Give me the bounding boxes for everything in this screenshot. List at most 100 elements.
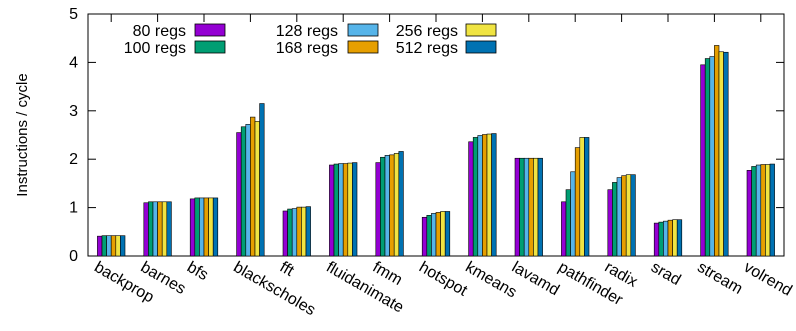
bar-fmm-256-regs	[393, 153, 400, 257]
bar-barnes-128-regs	[152, 201, 158, 257]
legend-label-100-regs: 100 regs	[124, 40, 186, 57]
bar-srad-128-regs	[663, 220, 669, 257]
bar-fmm-168-regs	[389, 154, 395, 257]
bar-hotspot-100-regs	[426, 215, 432, 257]
bar-kmeans-256-regs	[486, 133, 492, 257]
bar-fluidanimate-168-regs	[342, 163, 349, 257]
bar-bfs-168-regs	[203, 197, 209, 257]
bar-volrend-80-regs	[746, 170, 752, 257]
bar-fluidanimate-128-regs	[338, 163, 344, 257]
legend-swatch-256-regs	[465, 23, 497, 37]
legend-swatch-80-regs	[194, 23, 226, 37]
bar-hotspot-168-regs	[435, 212, 441, 257]
bar-kmeans-168-regs	[482, 134, 488, 257]
bar-lavamd-80-regs	[514, 157, 520, 257]
bar-lavamd-100-regs	[519, 157, 525, 257]
bar-backprop-100-regs	[101, 235, 107, 257]
x-tick-label-bfs: bfs	[184, 259, 211, 284]
y-tick-label: 3	[69, 103, 78, 120]
bar-bfs-100-regs	[194, 197, 200, 257]
bar-fluidanimate-256-regs	[347, 162, 353, 257]
bar-fft-100-regs	[287, 208, 293, 257]
bar-backprop-168-regs	[110, 235, 117, 257]
bar-backprop-128-regs	[106, 235, 112, 257]
bar-backprop-512-regs	[120, 235, 126, 257]
bar-radix-512-regs	[630, 174, 636, 257]
bar-volrend-100-regs	[751, 166, 757, 257]
bar-blackscholes-128-regs	[245, 124, 251, 257]
bar-fft-80-regs	[282, 210, 288, 257]
bar-blackscholes-100-regs	[240, 126, 247, 257]
bar-kmeans-80-regs	[468, 141, 474, 257]
bar-stream-168-regs	[714, 45, 720, 257]
bar-srad-80-regs	[653, 222, 660, 257]
bar-fft-256-regs	[301, 206, 307, 257]
bar-barnes-168-regs	[157, 201, 163, 257]
bar-pathfinder-168-regs	[574, 147, 581, 257]
bar-volrend-168-regs	[760, 164, 766, 257]
legend-label-168-regs: 168 regs	[276, 40, 338, 57]
bar-bfs-80-regs	[189, 198, 196, 257]
bar-fluidanimate-80-regs	[329, 164, 335, 257]
bar-barnes-512-regs	[166, 201, 172, 257]
bar-barnes-256-regs	[161, 201, 168, 257]
legend-label-512-regs: 512 regs	[396, 40, 458, 57]
bar-fluidanimate-100-regs	[333, 163, 339, 257]
bar-volrend-256-regs	[765, 164, 771, 257]
x-tick-label-lavamd: lavamd	[509, 259, 562, 300]
legend-swatch-512-regs	[465, 40, 497, 54]
bar-backprop-256-regs	[115, 235, 121, 257]
y-tick-label: 5	[69, 6, 78, 23]
bar-srad-256-regs	[672, 219, 678, 257]
bar-blackscholes-80-regs	[236, 132, 242, 257]
bar-hotspot-128-regs	[431, 213, 437, 257]
legend-swatch-168-regs	[347, 40, 379, 54]
bar-radix-256-regs	[625, 174, 632, 257]
legend-label-256-regs: 256 regs	[396, 23, 458, 40]
x-tick-label-blackscholes: blackscholes	[230, 259, 318, 320]
bar-blackscholes-256-regs	[254, 121, 260, 257]
y-tick-label: 4	[69, 54, 78, 71]
bar-lavamd-256-regs	[533, 157, 539, 257]
bar-stream-80-regs	[700, 64, 706, 257]
bar-bfs-128-regs	[199, 197, 205, 257]
bar-srad-168-regs	[667, 219, 673, 257]
bar-radix-100-regs	[612, 182, 618, 257]
bar-blackscholes-512-regs	[259, 103, 265, 257]
legend-label-128-regs: 128 regs	[276, 23, 338, 40]
bar-stream-100-regs	[704, 58, 711, 257]
bar-srad-100-regs	[658, 221, 664, 257]
bar-barnes-80-regs	[143, 202, 149, 257]
bar-barnes-100-regs	[148, 201, 154, 257]
x-tick-label-hotspot: hotspot	[416, 259, 470, 300]
bar-fft-512-regs	[305, 206, 311, 257]
bar-radix-128-regs	[616, 177, 622, 257]
bar-fft-128-regs	[291, 208, 298, 257]
bar-fft-168-regs	[296, 206, 302, 257]
bar-pathfinder-128-regs	[570, 171, 576, 257]
bar-kmeans-512-regs	[491, 133, 497, 257]
y-tick-label: 1	[69, 200, 78, 217]
x-tick-label-kmeans: kmeans	[462, 259, 519, 302]
y-tick-label: 2	[69, 151, 78, 168]
bar-pathfinder-256-regs	[579, 137, 585, 257]
bar-fmm-128-regs	[384, 155, 390, 257]
bar-pathfinder-100-regs	[565, 189, 571, 257]
y-axis-title: Instructions / cycle	[14, 73, 31, 196]
bar-blackscholes-168-regs	[250, 116, 256, 257]
bar-fluidanimate-512-regs	[352, 162, 358, 257]
x-tick-label-stream: stream	[694, 259, 745, 298]
bar-backprop-80-regs	[97, 235, 103, 257]
bar-stream-256-regs	[718, 51, 724, 257]
bar-fmm-80-regs	[375, 162, 381, 257]
bar-hotspot-256-regs	[440, 211, 446, 257]
bar-radix-80-regs	[607, 189, 613, 257]
bar-volrend-512-regs	[769, 163, 775, 257]
y-axis: 0 1 2 3 4 5	[69, 6, 784, 265]
bar-lavamd-512-regs	[537, 157, 543, 257]
bar-lavamd-168-regs	[528, 157, 534, 257]
bar-lavamd-128-regs	[523, 157, 530, 257]
legend-label-80-regs: 80 regs	[133, 23, 186, 40]
